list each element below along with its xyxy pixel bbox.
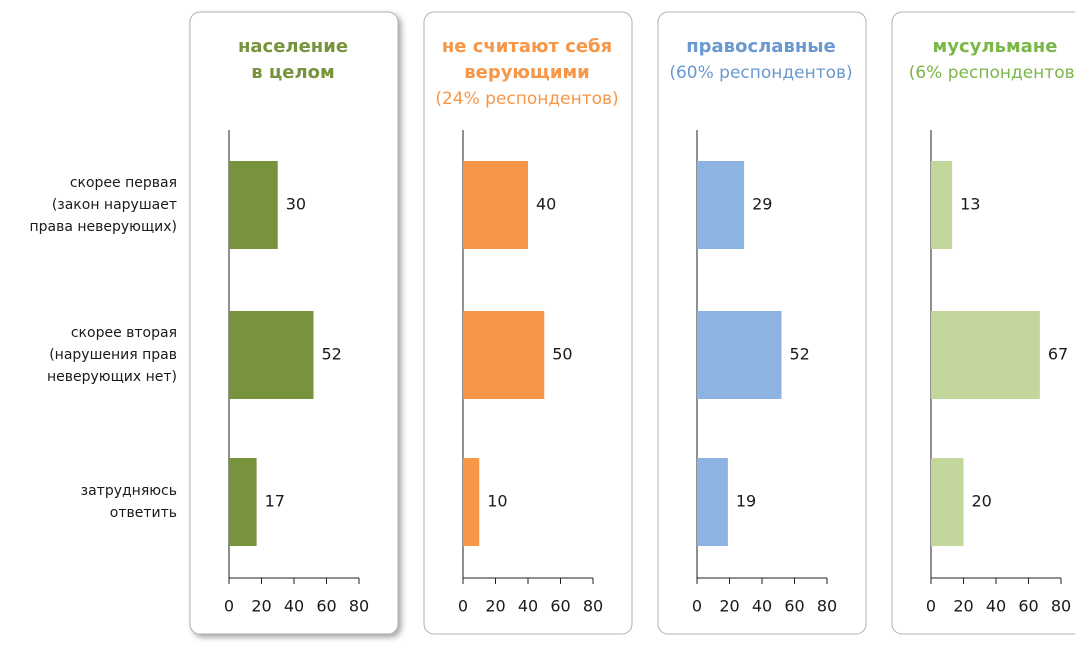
bar	[931, 161, 953, 249]
data-label: 10	[487, 492, 507, 511]
panel-title: мусульмане	[933, 36, 1058, 57]
x-tick-label: 20	[719, 597, 739, 616]
x-tick-label: 0	[926, 597, 936, 616]
category-label: скорее первая	[70, 175, 177, 191]
data-label: 13	[960, 195, 980, 214]
x-tick-label: 60	[784, 597, 804, 616]
x-tick-label: 0	[458, 597, 468, 616]
x-tick-label: 60	[550, 597, 570, 616]
data-label: 40	[536, 195, 556, 214]
x-tick-label: 20	[953, 597, 973, 616]
bar	[697, 311, 782, 399]
data-label: 17	[265, 492, 285, 511]
x-tick-label: 80	[583, 597, 603, 616]
panel-title: не считают себя	[442, 36, 612, 57]
panel-subtitle: (24% респондентов)	[435, 89, 618, 109]
bar	[697, 458, 728, 546]
data-label: 30	[286, 195, 306, 214]
panel-title: население	[238, 36, 348, 57]
data-label: 20	[972, 492, 992, 511]
data-label: 50	[552, 345, 572, 364]
x-tick-label: 0	[692, 597, 702, 616]
data-label: 52	[322, 345, 342, 364]
x-tick-label: 40	[284, 597, 304, 616]
category-label: права неверующих)	[29, 219, 177, 235]
category-label: неверующих нет)	[47, 369, 177, 385]
data-label: 67	[1048, 345, 1068, 364]
panel-title: православные	[686, 36, 836, 57]
x-tick-label: 0	[224, 597, 234, 616]
bar	[931, 311, 1040, 399]
panel-title: верующими	[464, 62, 590, 83]
x-tick-label: 40	[986, 597, 1006, 616]
panel-subtitle: (6% респондентов)	[909, 63, 1075, 83]
x-tick-label: 20	[251, 597, 271, 616]
bar	[229, 458, 257, 546]
bar	[931, 458, 964, 546]
category-label: затрудняюсь	[81, 483, 177, 499]
x-tick-label: 40	[518, 597, 538, 616]
category-label: скорее вторая	[71, 325, 177, 341]
bar	[463, 458, 480, 546]
data-label: 29	[752, 195, 772, 214]
category-label: ответить	[110, 505, 177, 521]
panel-subtitle: (60% респондентов)	[669, 63, 852, 83]
x-tick-label: 80	[1051, 597, 1071, 616]
data-label: 52	[790, 345, 810, 364]
bar	[229, 311, 314, 399]
x-tick-label: 20	[485, 597, 505, 616]
bar	[229, 161, 278, 249]
bar	[463, 311, 545, 399]
x-tick-label: 80	[817, 597, 837, 616]
x-tick-label: 40	[752, 597, 772, 616]
category-label: (закон нарушает	[52, 197, 177, 213]
data-label: 19	[736, 492, 756, 511]
bar	[463, 161, 528, 249]
category-label: (нарушения прав	[49, 347, 177, 363]
x-tick-label: 80	[349, 597, 369, 616]
x-tick-label: 60	[1018, 597, 1038, 616]
x-tick-label: 60	[316, 597, 336, 616]
bar	[697, 161, 745, 249]
panel-title: в целом	[251, 62, 334, 83]
